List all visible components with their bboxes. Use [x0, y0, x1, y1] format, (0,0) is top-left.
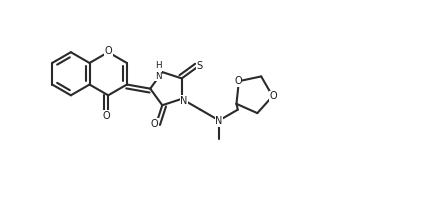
Text: O: O	[270, 91, 277, 101]
Text: O: O	[104, 46, 112, 56]
Text: O: O	[103, 111, 110, 121]
Text: N: N	[180, 96, 187, 106]
Text: N: N	[215, 116, 223, 126]
Text: O: O	[234, 76, 242, 86]
Text: O: O	[151, 119, 158, 129]
Text: H
N: H N	[155, 61, 161, 81]
Text: S: S	[196, 61, 203, 71]
